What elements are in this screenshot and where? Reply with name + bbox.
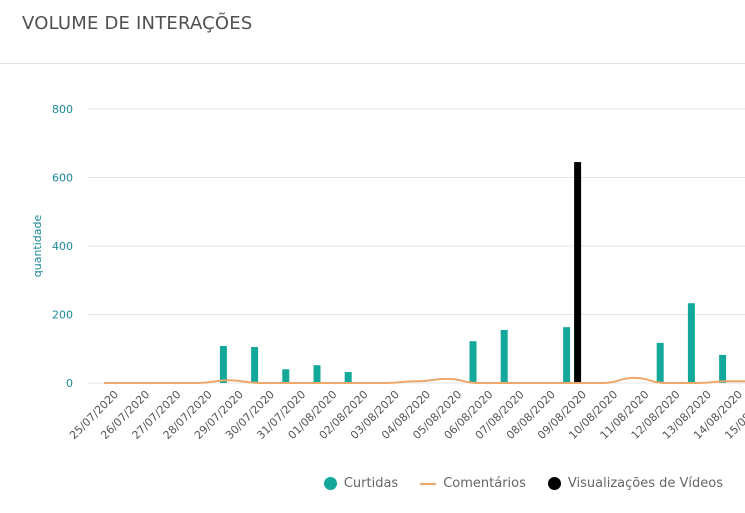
bar-curtidas [563,327,571,383]
bar-curtidas [656,342,664,383]
bar-curtidas [469,341,477,383]
legend-marker-curtidas [323,477,337,490]
bar-curtidas [500,329,508,383]
bar-curtidas [313,365,321,383]
legend-item-visualizacoes[interactable]: Visualizações de Vídeos [547,476,723,491]
chart-legend: Curtidas Comentários Visualizações de Ví… [302,476,723,491]
bar-curtidas [687,303,695,383]
bar-curtidas [282,369,290,383]
y-axis-title: quantidade [31,215,44,278]
bar-curtidas [219,346,227,383]
y-tick-label: 600 [52,172,73,185]
chart-header: VOLUME DE INTERAÇÕES [0,0,745,64]
legend-item-curtidas[interactable]: Curtidas [323,476,399,491]
legend-marker-visualizacoes [547,477,561,490]
legend-item-comentarios[interactable]: Comentários [420,476,526,491]
y-tick-label: 800 [52,103,73,116]
y-tick-label: 400 [52,240,73,253]
bar-visualizacoes [574,162,582,383]
legend-marker-comentarios [420,482,437,485]
legend-label-comentarios: Comentários [443,476,526,491]
chart-title: VOLUME DE INTERAÇÕES [22,13,253,34]
interactions-chart: 0200400600800quantidade25/07/202026/07/2… [31,103,745,442]
bar-curtidas [344,372,352,383]
bar-curtidas [251,347,259,383]
legend-label-curtidas: Curtidas [343,476,399,491]
y-tick-label: 200 [52,309,73,322]
legend-label-visualizacoes: Visualizações de Vídeos [567,476,723,491]
bar-curtidas [719,354,727,383]
y-tick-label: 0 [66,377,73,390]
line-comentarios [104,376,745,384]
